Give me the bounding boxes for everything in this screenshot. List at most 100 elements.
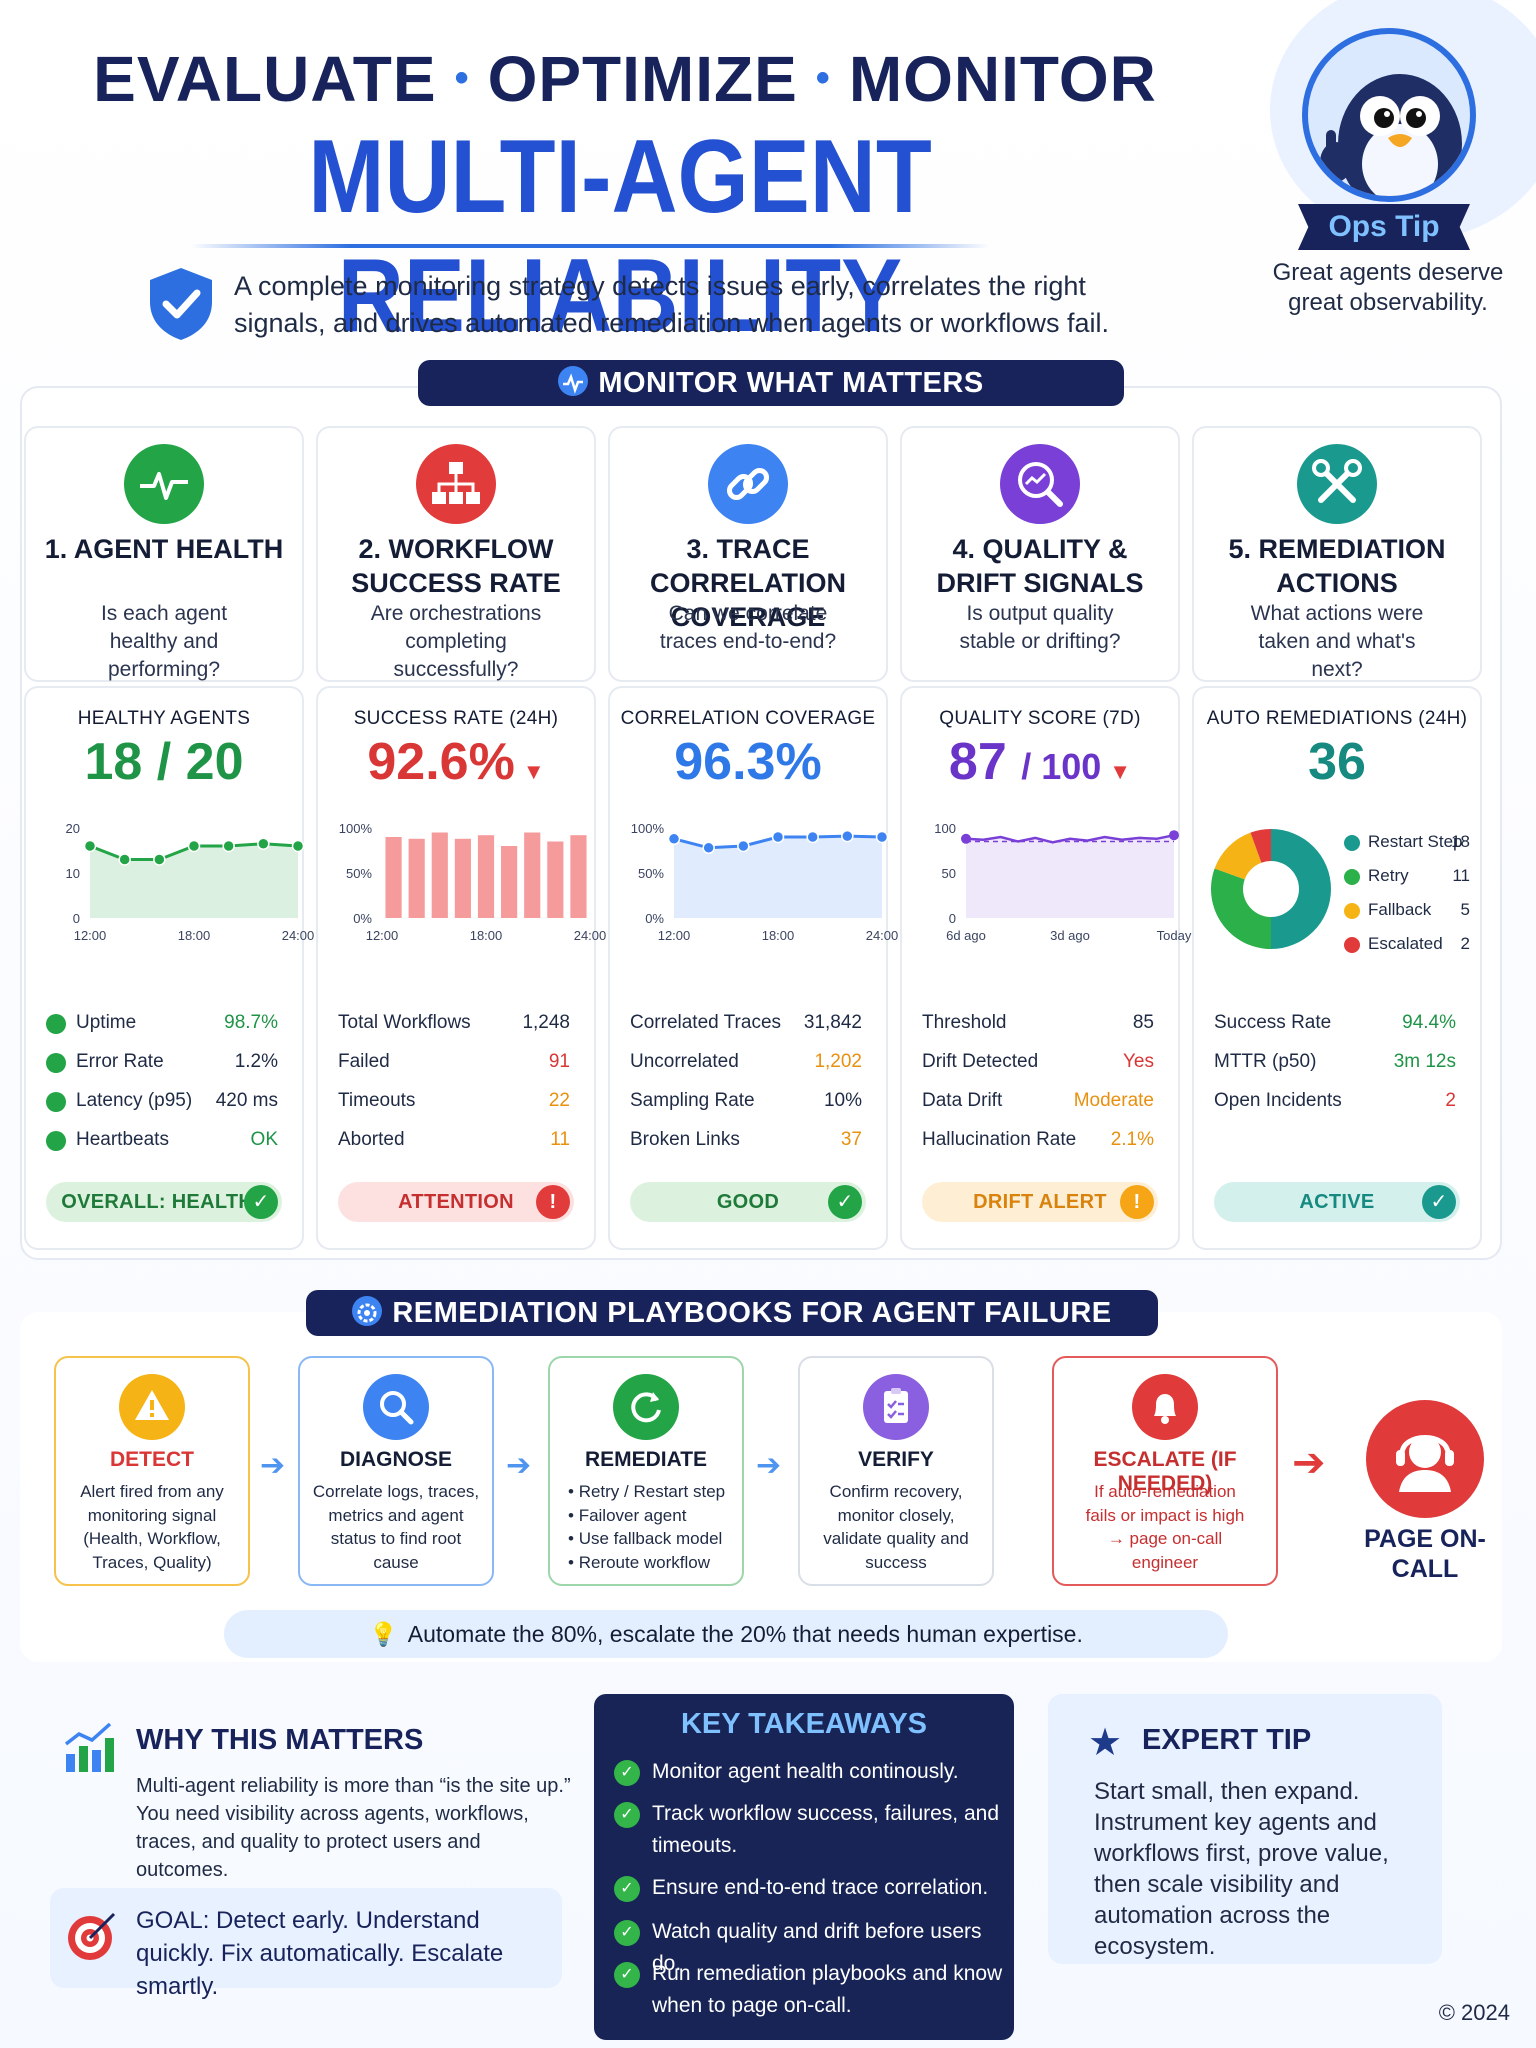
x-tick-label: 12:00 (74, 928, 107, 943)
card-quality-drift: 4. QUALITY & DRIFT SIGNALS Is output qua… (900, 426, 1180, 682)
step-title: REMEDIATE (584, 1448, 708, 1471)
stat-key: Total Workflows (338, 1012, 471, 1033)
step-desc: Correlate logs, traces, metrics and agen… (312, 1482, 480, 1572)
chart-point (187, 839, 201, 853)
metric-label: HEALTHY AGENTS (77, 708, 251, 729)
step-desc: Alert fired from any monitoring signal (… (80, 1482, 224, 1572)
y-tick-label: 10 (66, 866, 80, 881)
lightbulb-icon: 💡 (369, 1621, 398, 1647)
stat-key: Aborted (338, 1129, 405, 1150)
stat-key: Threshold (922, 1012, 1007, 1033)
y-tick-label: 0% (645, 911, 664, 926)
card-trace-correlation: 3. TRACE CORRELATION COVERAGE Can we cor… (608, 426, 888, 682)
flow-arrow-icon: ➔ (260, 1449, 286, 1482)
penguin-mascot-icon (1320, 74, 1462, 196)
step-title: DIAGNOSE (339, 1448, 452, 1471)
chart-bar (454, 838, 471, 918)
y-tick-label: 0% (353, 911, 372, 926)
legend-label: Escalated (1368, 934, 1443, 953)
monitor-heading: MONITOR WHAT MATTERS (418, 360, 1124, 406)
x-tick-label: 12:00 (366, 928, 399, 943)
stat-key: Latency (p95) (46, 1090, 192, 1112)
stat-row: Uptime 98.7% (46, 1012, 278, 1042)
card-workflow-success: 2. WORKFLOW SUCCESS RATE Are orchestrati… (316, 426, 596, 682)
pie-slice (1214, 832, 1262, 880)
chart-point (83, 839, 97, 853)
mascot-avatar (1302, 28, 1476, 202)
chart-area-fill (966, 835, 1174, 918)
stat-value: 85 (1132, 1012, 1154, 1033)
y-tick-label: 100% (631, 821, 665, 836)
tagline-separator: • (815, 56, 831, 100)
stat-row: Drift Detected Yes (922, 1051, 1154, 1081)
step-verify: VERIFY Confirm recovery, monitor closely… (798, 1356, 994, 1586)
monitor-heading-text: MONITOR WHAT MATTERS (598, 367, 984, 399)
chart-point (257, 837, 270, 850)
stat-row: Broken Links 37 (630, 1129, 862, 1159)
expert-tip-title: EXPERT TIP (1142, 1724, 1312, 1756)
stat-row: Sampling Rate 10% (630, 1090, 862, 1120)
card-title: 2. WORKFLOW SUCCESS RATE (351, 534, 561, 598)
legend-value: 18 (1451, 832, 1470, 851)
stat-row: Total Workflows 1,248 (338, 1012, 570, 1042)
check-icon: ✓ (614, 1802, 640, 1828)
step-list: Retry / Restart step Failover agent Use … (568, 1480, 736, 1574)
chart-point (875, 830, 889, 844)
card-title: 5. REMEDIATION ACTIONS (1228, 534, 1446, 598)
healthy-agents-chart: 0 10 20 12:00 18:00 24:00 (66, 821, 315, 943)
stat-value: 2 (1445, 1090, 1456, 1111)
refresh-icon (613, 1374, 679, 1440)
metric-value-wrap: 92.6% ▼ (318, 732, 594, 792)
chart-point (291, 839, 305, 853)
legend-swatch (1344, 903, 1360, 919)
x-tick-label: 24:00 (866, 928, 899, 943)
card-question: Can we correlate traces end-to-end? (659, 602, 837, 653)
stat-key: Sampling Rate (630, 1090, 755, 1111)
stat-value: 37 (840, 1129, 862, 1150)
stat-key: Drift Detected (922, 1051, 1039, 1072)
legend-item: Retry 11 (1344, 866, 1470, 892)
takeaway-item: Watch quality and drift before users do. (652, 1920, 982, 1975)
x-tick-label: 24:00 (282, 928, 315, 943)
status-badge: DRIFT ALERT ! (922, 1182, 1158, 1222)
step-detect: DETECT Alert fired from any monitoring s… (54, 1356, 250, 1586)
why-title: WHY THIS MATTERS (136, 1724, 424, 1756)
quality-score-chart: 0 50 100 6d ago 3d ago Today (934, 821, 1192, 943)
stat-row: Threshold 85 (922, 1012, 1154, 1042)
stat-key: Failed (338, 1051, 390, 1072)
pie-slice (1271, 829, 1331, 949)
stat-row: Heartbeats OK (46, 1129, 278, 1159)
page-on-call-label: PAGE ON-CALL (1364, 1525, 1486, 1583)
chart-bar (385, 837, 402, 918)
step-title: DETECT (110, 1448, 194, 1471)
stat-row: Correlated Traces 31,842 (630, 1012, 862, 1042)
y-tick-label: 20 (66, 821, 80, 836)
status-badge: GOOD ✓ (630, 1182, 866, 1222)
warning-icon (119, 1374, 185, 1440)
page-title: MULTI-AGENT RELIABILITY (308, 119, 932, 354)
stat-key: Success Rate (1214, 1012, 1332, 1033)
metric-value-wrap: 87 / 100 ▼ (902, 732, 1178, 792)
card-title: 3. TRACE CORRELATION COVERAGE (650, 534, 846, 632)
chart-point (1169, 830, 1179, 841)
stat-value: 2.1% (1110, 1129, 1154, 1150)
y-tick-label: 50 (942, 866, 956, 881)
step-escalate: ESCALATE (IF NEEDED) If auto-remediation… (1052, 1356, 1278, 1586)
y-tick-label: 50% (638, 866, 664, 881)
legend-item: Escalated 2 (1344, 934, 1470, 960)
playbook-heading: REMEDIATION PLAYBOOKS FOR AGENT FAILURE … (306, 1290, 1158, 1375)
stat-value: 1,202 (814, 1051, 862, 1072)
stat-key: Error Rate (46, 1051, 164, 1073)
down-arrow-icon: ▼ (1109, 759, 1132, 784)
stat-key: Data Drift (922, 1090, 1003, 1111)
y-tick-label: 0 (949, 911, 956, 926)
growth-chart-icon (64, 1722, 114, 1772)
star-icon: ★ (1088, 1722, 1123, 1764)
copyright: © 2024 (1438, 2000, 1510, 2025)
check-icon: ✓ (614, 1876, 640, 1902)
stat-value: 91 (548, 1051, 570, 1072)
step-title: VERIFY (858, 1448, 934, 1471)
chart-bar (477, 835, 495, 918)
takeaway-item: Ensure end-to-end trace correlation. (652, 1876, 989, 1899)
metric-card-remediation: AUTO REMEDIATIONS (24H) 36 Restart Step 1… (1192, 686, 1482, 1250)
